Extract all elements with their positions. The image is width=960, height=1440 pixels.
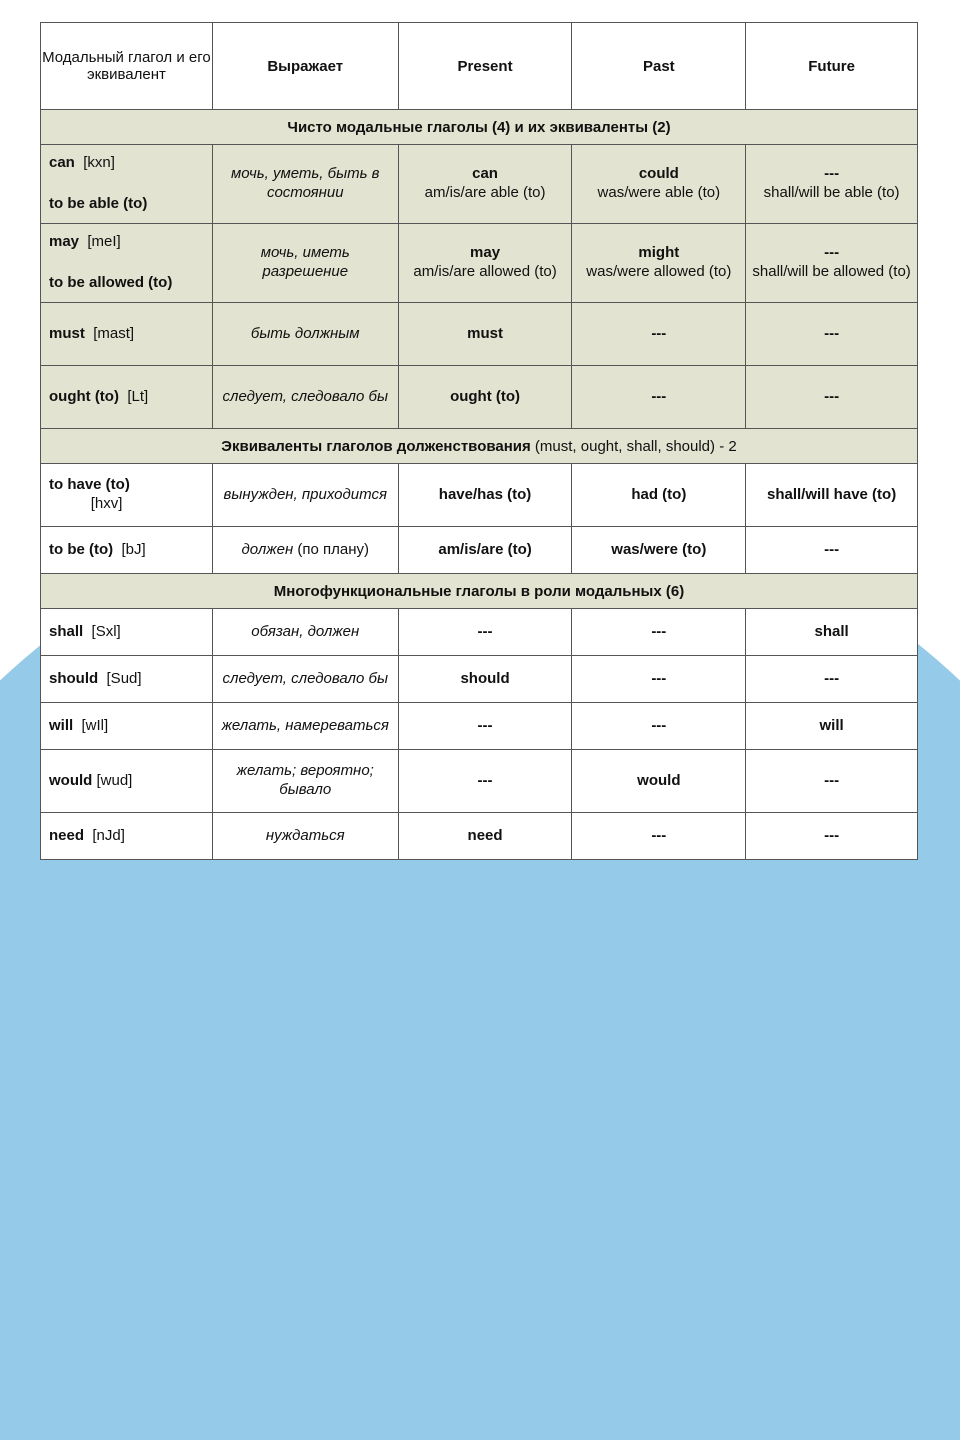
header-c1: Модальный глагол и его эквивалент	[42, 49, 211, 83]
header-present: Present	[398, 23, 572, 110]
header-future: Future	[746, 23, 918, 110]
modal-verbs-table: Модальный глагол и его эквивалент Выража…	[40, 22, 918, 860]
header-row: Модальный глагол и его эквивалент Выража…	[41, 23, 918, 110]
section-pure-modals: Чисто модальные глаголы (4) и их эквивал…	[41, 110, 918, 145]
row-would: would [wud] желать; вероятно; бывало ---…	[41, 750, 918, 813]
header-express: Выражает	[212, 23, 398, 110]
row-will: will [wIl] желать, намереваться --- --- …	[41, 703, 918, 750]
header-past: Past	[572, 23, 746, 110]
row-need: need [nJd] нуждаться need --- ---	[41, 813, 918, 860]
section-equivalents: Эквиваленты глаголов долженствования (mu…	[41, 429, 918, 464]
row-be-to: to be (to) [bJ] должен (по плану) am/is/…	[41, 527, 918, 574]
row-must: must [mast] быть должным must --- ---	[41, 303, 918, 366]
header-modal: Модальный глагол и его эквивалент	[41, 23, 213, 110]
row-should: should [Sud] следует, следовало бы shoul…	[41, 656, 918, 703]
row-may: may [meI] to be allowed (to) мочь, иметь…	[41, 224, 918, 303]
row-can: can [kxn] to be able (to) мочь, уметь, б…	[41, 145, 918, 224]
row-ought: ought (to) [Lt] следует, следовало бы ou…	[41, 366, 918, 429]
row-shall: shall [Sxl] обязан, должен --- --- shall	[41, 609, 918, 656]
row-have-to: to have (to) [hxv] вынужден, приходится …	[41, 464, 918, 527]
section-multi: Многофункциональные глаголы в роли модал…	[41, 574, 918, 609]
